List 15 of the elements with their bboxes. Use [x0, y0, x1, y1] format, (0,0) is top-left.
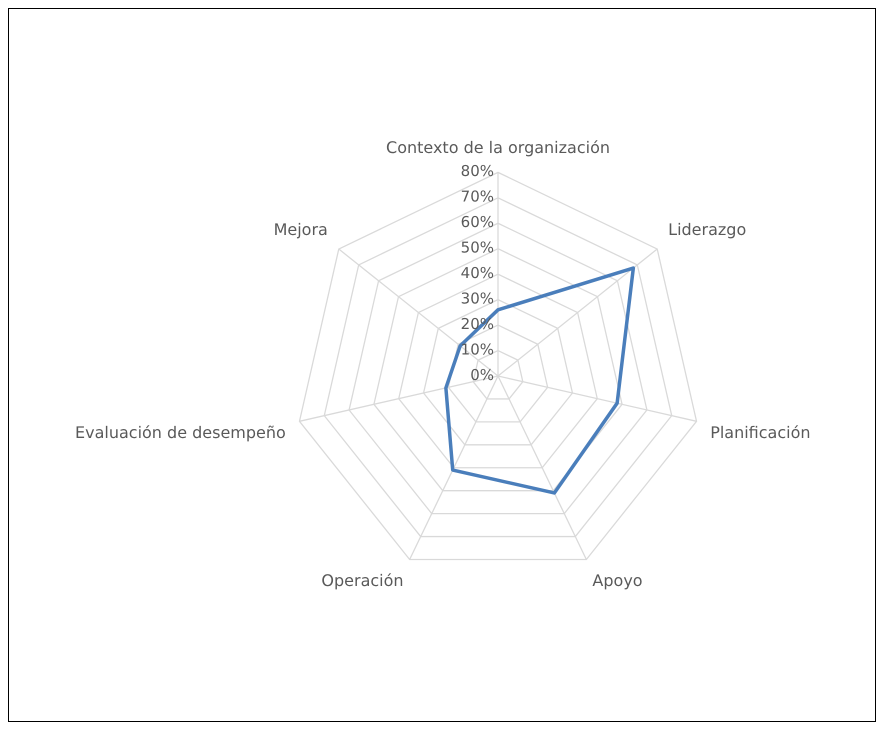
spoke-label: Operación — [321, 570, 404, 590]
spoke-label: Contexto de la organización — [386, 138, 610, 157]
spoke-label: Planificación — [710, 423, 811, 442]
y-tick-label: 10% — [460, 340, 494, 358]
y-tick-label: 70% — [460, 188, 494, 206]
spoke-label: Evaluación de desempeño — [75, 423, 286, 442]
spoke-label: Apoyo — [592, 570, 643, 590]
y-tick-label: 0% — [470, 366, 494, 384]
y-tick-label: 30% — [460, 290, 494, 308]
y-tick-label: 40% — [460, 264, 494, 282]
y-tick-label: 50% — [460, 238, 494, 257]
y-tick-label: 60% — [460, 213, 494, 232]
y-tick-label: 80% — [460, 162, 494, 180]
spoke-label: Liderazgo — [668, 220, 746, 239]
spoke-label: Mejora — [274, 220, 328, 239]
